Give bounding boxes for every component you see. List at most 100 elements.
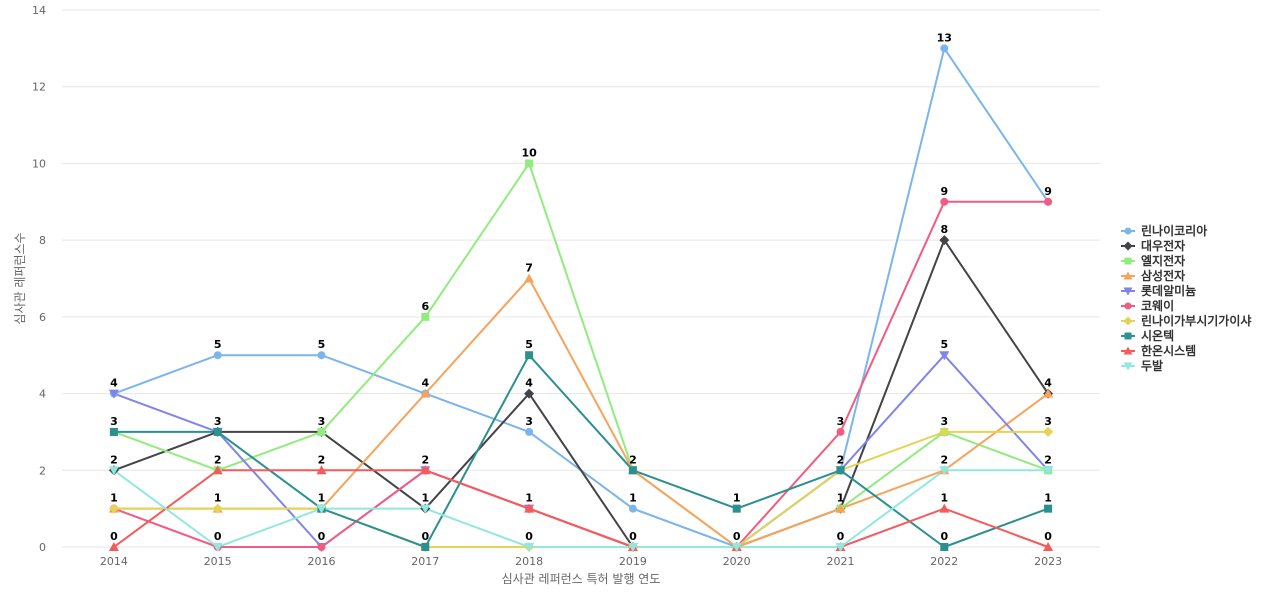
data-point-6-9 [1043, 426, 1054, 437]
legend-item-5[interactable]: 코웨이 [1121, 298, 1174, 313]
data-point-9-8 [939, 466, 950, 476]
x-axis-title: 심사관 레퍼런스 특허 발행 연도 [502, 571, 661, 586]
data-label: 4 [525, 377, 533, 390]
data-label: 0 [733, 530, 741, 543]
data-label: 5 [525, 338, 533, 351]
data-point-8-0 [108, 542, 119, 551]
data-label: 3 [525, 415, 533, 428]
legend-item-1[interactable]: 대우전자 [1121, 238, 1185, 253]
data-label: 1 [1044, 492, 1052, 505]
x-axis-ticks: 2014 2015 2016 2017 2018 2019 2020 2021 2022 2023 [100, 555, 1062, 568]
data-point-5-2 [317, 543, 326, 551]
legend-item-7[interactable]: 시온텍 [1121, 328, 1174, 343]
legend-label: 엘지전자 [1141, 253, 1185, 268]
data-label: 1 [214, 492, 222, 505]
data-label: 3 [318, 415, 326, 428]
legend-item-4[interactable]: 롯데알미늄 [1121, 283, 1196, 298]
data-label: 2 [1044, 453, 1052, 466]
series-line-9 [113, 469, 1049, 548]
data-point-9-6 [731, 543, 742, 552]
data-label: 1 [837, 492, 845, 505]
legend-item-9[interactable]: 두발 [1121, 358, 1163, 373]
legend-marker [1123, 316, 1133, 326]
data-point-5-9 [1044, 197, 1053, 206]
data-point-7-5 [628, 466, 637, 475]
data-point-1-8 [939, 235, 950, 246]
data-label: 0 [525, 530, 533, 543]
data-point-7-6 [732, 504, 741, 513]
data-point-8-3 [420, 465, 431, 475]
data-point-7-3 [421, 543, 430, 551]
x-tick-label: 2015 [204, 555, 232, 568]
data-label: 7 [525, 262, 533, 275]
data-point-0-5 [628, 504, 637, 513]
data-label: 2 [110, 453, 118, 466]
data-label: 5 [214, 338, 222, 351]
data-point-7-0 [109, 427, 118, 436]
y-tick-label: 0 [39, 541, 46, 554]
data-label: 1 [629, 492, 637, 505]
data-label: 3 [837, 415, 845, 428]
data-point-5-7 [836, 427, 845, 436]
data-label: 0 [1044, 530, 1052, 543]
y-axis-title: 심사관 레퍼런스수 [13, 232, 27, 324]
data-label: 0 [940, 530, 948, 543]
x-tick-label: 2023 [1034, 555, 1062, 568]
x-tick-label: 2022 [930, 555, 958, 568]
data-point-9-9 [1043, 466, 1054, 476]
legend-item-6[interactable]: 린나이가부시기가이샤 [1121, 313, 1251, 328]
data-label: 2 [318, 453, 326, 466]
series-markers [108, 44, 1054, 552]
data-point-9-5 [627, 543, 638, 552]
y-tick-label: 6 [39, 311, 46, 324]
legend-marker [1124, 257, 1132, 265]
data-label: 1 [733, 492, 741, 505]
data-point-9-3 [420, 504, 431, 514]
data-point-2-3 [421, 312, 430, 321]
y-tick-label: 12 [32, 81, 46, 94]
data-point-3-4 [524, 273, 535, 283]
data-point-8-9 [1043, 542, 1054, 551]
legend-label: 롯데알미늄 [1141, 283, 1196, 298]
y-axis-ticks: 0 2 4 6 8 10 12 14 [32, 4, 46, 554]
data-point-8-1 [212, 465, 223, 475]
legend-label: 두발 [1141, 358, 1163, 373]
data-point-3-7 [835, 503, 846, 513]
data-label: 0 [110, 530, 118, 543]
data-point-0-8 [940, 44, 949, 53]
data-label: 5 [940, 338, 948, 351]
legend-label: 대우전자 [1141, 238, 1185, 253]
data-label: 6 [421, 300, 429, 313]
legend-label: 코웨이 [1141, 298, 1174, 313]
legend-item-0[interactable]: 린나이코리아 [1121, 223, 1207, 238]
y-tick-label: 2 [39, 464, 46, 477]
data-label: 10 [521, 146, 537, 159]
legend-marker [1124, 302, 1132, 310]
data-point-6-0 [108, 503, 119, 514]
data-label: 2 [629, 453, 637, 466]
x-tick-label: 2020 [723, 555, 751, 568]
data-label: 3 [214, 415, 222, 428]
data-point-6-8 [939, 426, 950, 437]
legend-item-3[interactable]: 삼성전자 [1121, 268, 1185, 283]
data-label: 5 [318, 338, 326, 351]
legend-item-2[interactable]: 엘지전자 [1121, 253, 1185, 268]
legend-label: 린나이가부시기가이샤 [1141, 313, 1251, 328]
data-point-8-8 [939, 503, 950, 513]
y-tick-label: 14 [32, 4, 46, 17]
legend-label: 한온시스템 [1141, 343, 1196, 358]
legend-item-8[interactable]: 한온시스템 [1121, 343, 1196, 358]
data-label: 1 [318, 492, 326, 505]
y-tick-label: 10 [32, 157, 46, 170]
legend-label: 린나이코리아 [1141, 223, 1207, 238]
data-point-4-0 [108, 389, 119, 399]
legend-marker [1123, 271, 1133, 280]
data-point-7-1 [213, 427, 222, 436]
data-point-0-4 [525, 427, 534, 436]
series-line-6 [113, 430, 1049, 548]
x-tick-label: 2019 [619, 555, 647, 568]
data-point-1-4 [524, 388, 535, 399]
data-label: 3 [940, 415, 948, 428]
data-label: 9 [940, 185, 948, 198]
